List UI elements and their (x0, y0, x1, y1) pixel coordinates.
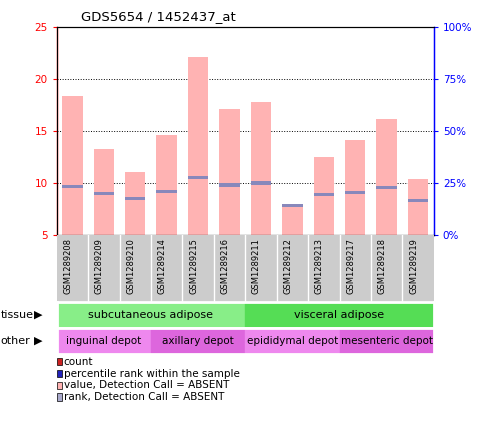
Text: GSM1289209: GSM1289209 (95, 238, 104, 294)
Bar (245, 302, 434, 328)
Bar (408, 179, 428, 235)
Bar (408, 199, 428, 202)
Text: GDS5654 / 1452437_at: GDS5654 / 1452437_at (81, 10, 236, 23)
Bar (151, 328, 245, 354)
Text: GSM1289208: GSM1289208 (64, 238, 72, 294)
Bar (377, 119, 397, 235)
Bar (62, 96, 83, 235)
Text: axillary depot: axillary depot (162, 336, 234, 346)
Text: GSM1289212: GSM1289212 (283, 238, 292, 294)
Text: GSM1289216: GSM1289216 (220, 238, 230, 294)
Bar (251, 102, 271, 235)
Bar (125, 197, 145, 200)
Text: ▶: ▶ (34, 310, 42, 320)
Bar (188, 57, 209, 235)
Bar (377, 186, 397, 189)
Text: value, Detection Call = ABSENT: value, Detection Call = ABSENT (64, 380, 229, 390)
Text: GSM1289213: GSM1289213 (315, 238, 324, 294)
Bar (245, 328, 340, 354)
Text: GSM1289214: GSM1289214 (158, 238, 167, 294)
Text: epididymal depot: epididymal depot (247, 336, 338, 346)
Bar (340, 328, 434, 354)
Bar (345, 191, 365, 194)
Bar (62, 184, 83, 188)
Bar (219, 110, 240, 235)
Text: other: other (0, 336, 30, 346)
Bar (94, 192, 114, 195)
Text: GSM1289215: GSM1289215 (189, 238, 198, 294)
Text: GSM1289210: GSM1289210 (126, 238, 135, 294)
Text: rank, Detection Call = ABSENT: rank, Detection Call = ABSENT (64, 392, 224, 402)
Bar (345, 140, 365, 235)
Text: GSM1289211: GSM1289211 (252, 238, 261, 294)
Bar (57, 328, 151, 354)
Bar (94, 149, 114, 235)
Text: percentile rank within the sample: percentile rank within the sample (64, 368, 240, 379)
Text: visceral adipose: visceral adipose (294, 310, 385, 320)
Text: mesenteric depot: mesenteric depot (341, 336, 433, 346)
Bar (251, 181, 271, 184)
Bar (219, 184, 240, 187)
Bar (188, 176, 209, 179)
Bar (282, 204, 303, 207)
Text: inguinal depot: inguinal depot (66, 336, 141, 346)
Text: ▶: ▶ (34, 336, 42, 346)
Text: subcutaneous adipose: subcutaneous adipose (88, 310, 213, 320)
Bar (156, 135, 177, 235)
Bar (314, 157, 334, 235)
Text: GSM1289217: GSM1289217 (346, 238, 355, 294)
Text: GSM1289218: GSM1289218 (378, 238, 387, 294)
Bar (125, 172, 145, 235)
Text: tissue: tissue (0, 310, 34, 320)
Text: GSM1289219: GSM1289219 (409, 238, 418, 294)
Bar (156, 190, 177, 193)
Bar (57, 302, 245, 328)
Text: count: count (64, 357, 93, 367)
Bar (282, 207, 303, 235)
Bar (314, 193, 334, 196)
